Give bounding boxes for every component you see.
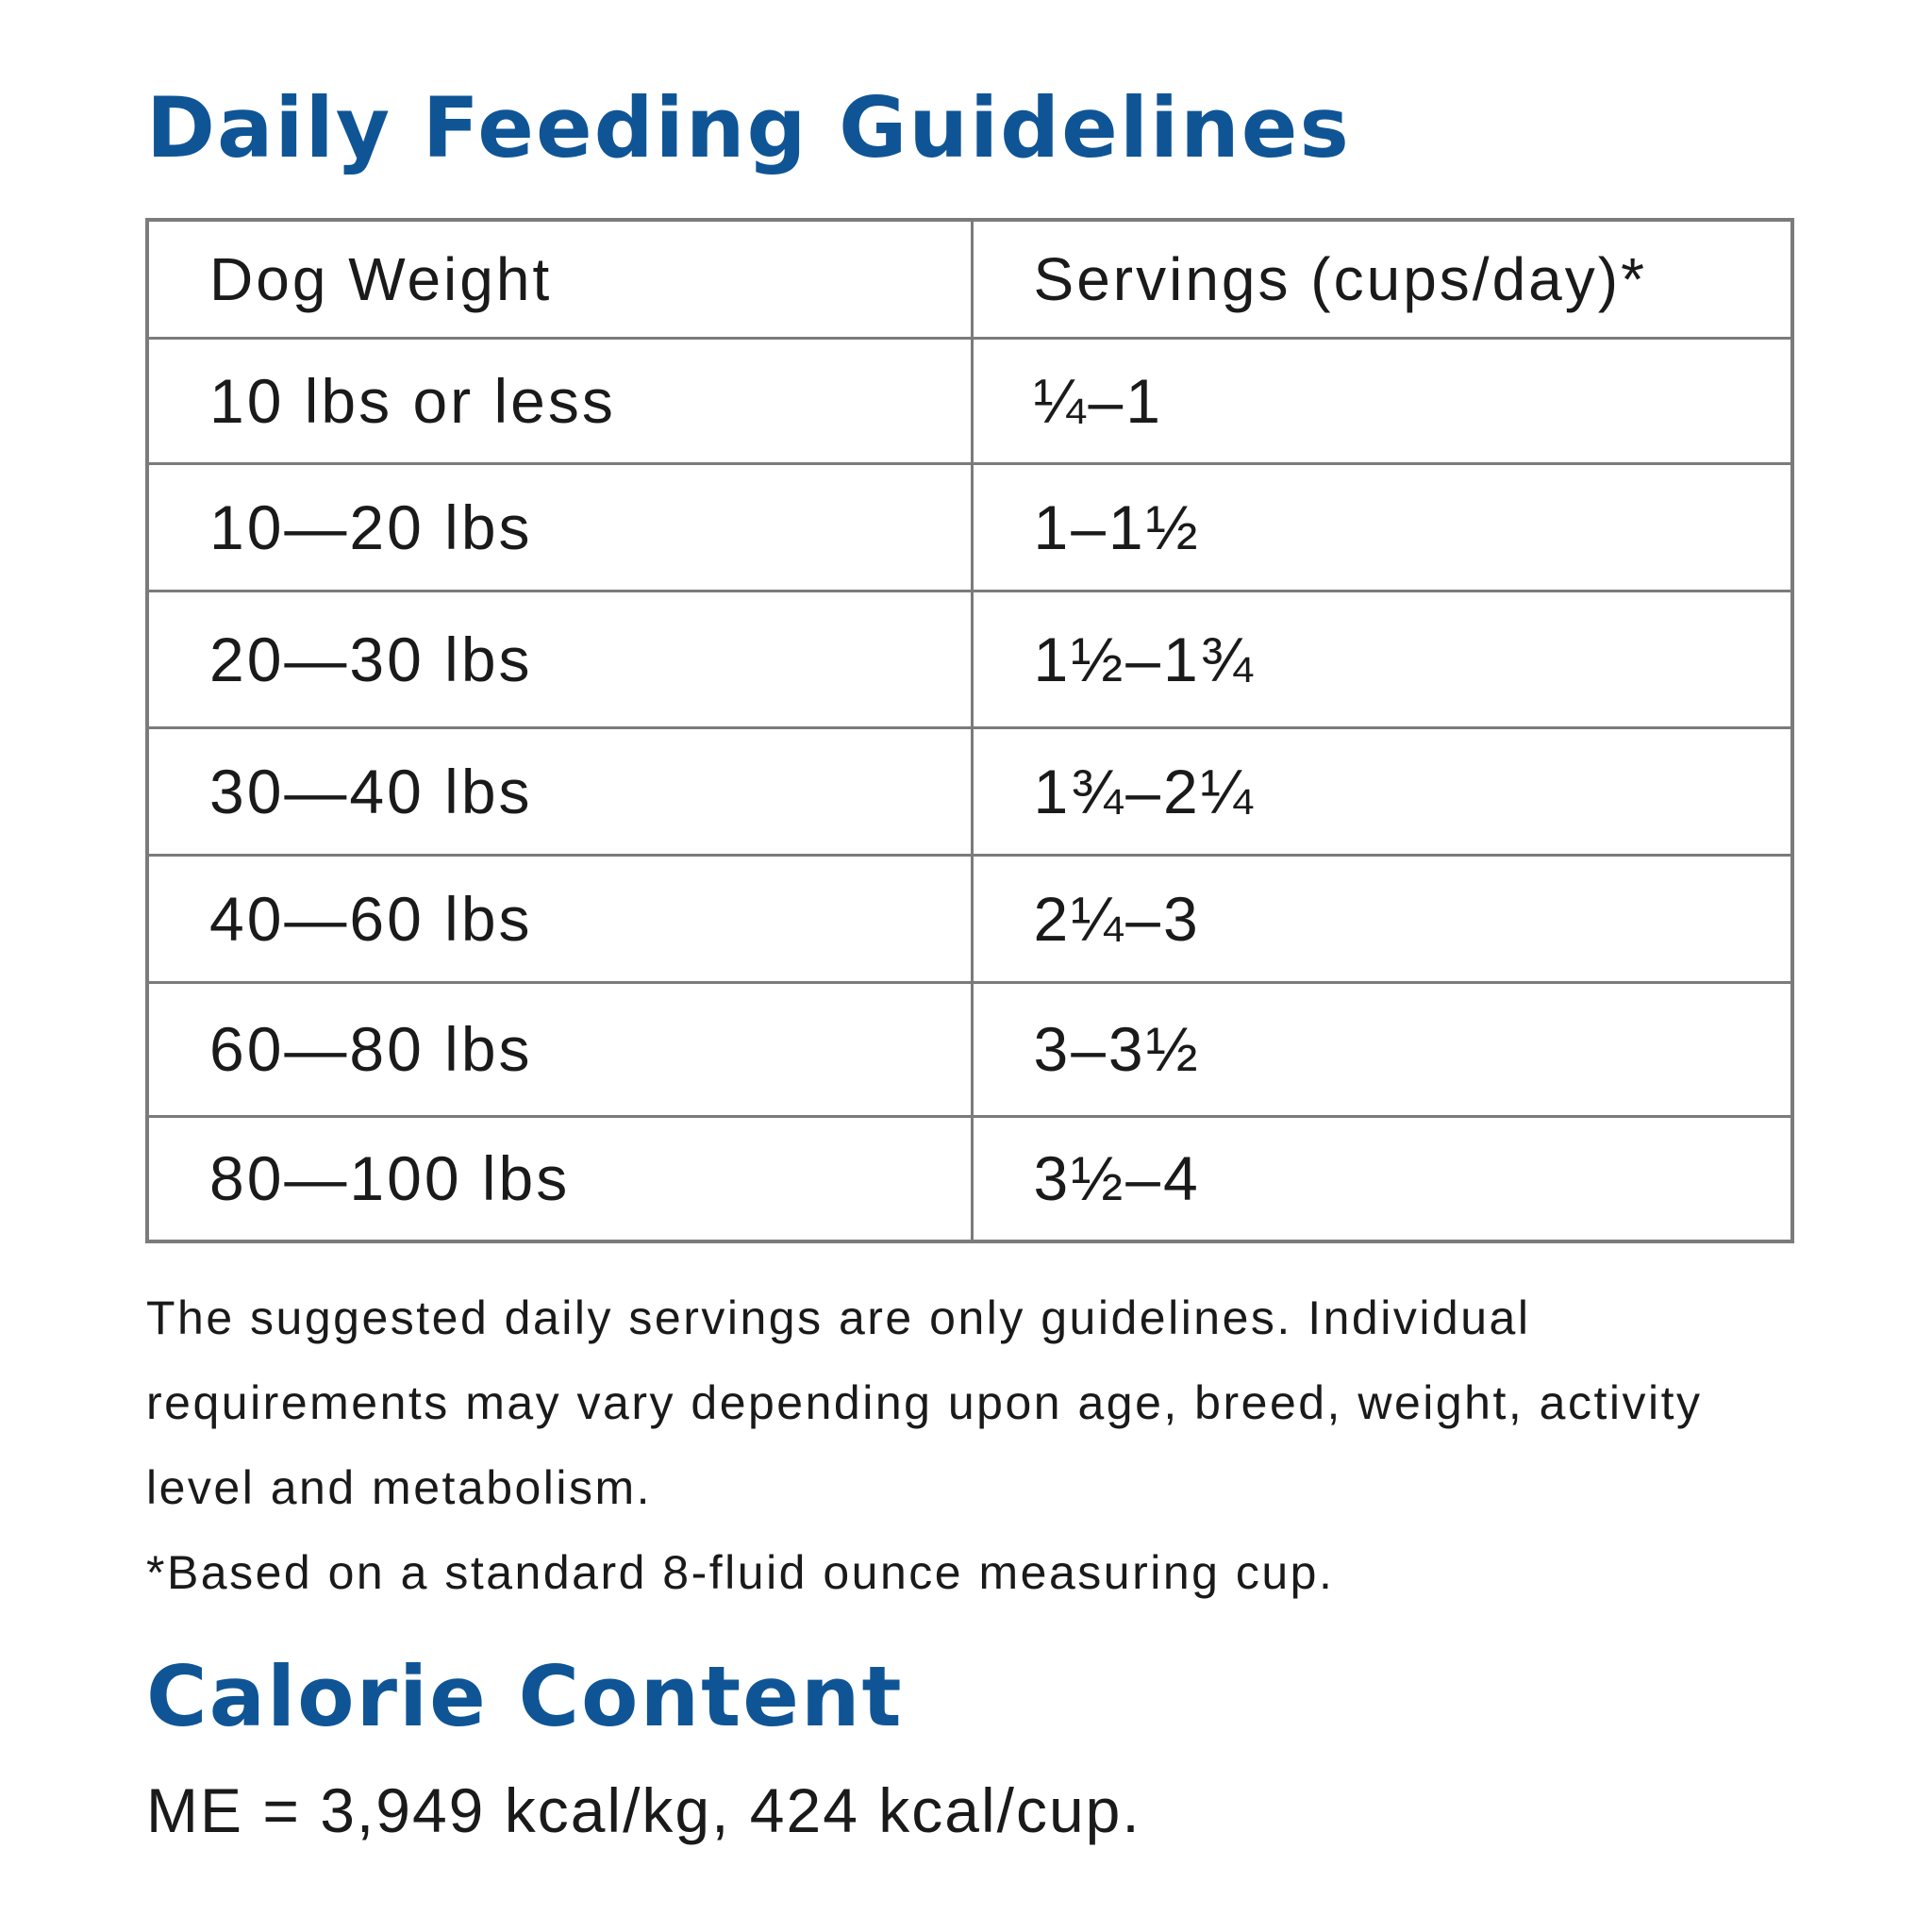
weight-cell: 80—100 lbs <box>147 1114 974 1243</box>
table-row: 10—20 lbs 1–1½ <box>147 461 1792 592</box>
table-row: 80—100 lbs 3½–4 <box>147 1114 1792 1243</box>
table-row: 10 lbs or less ¼–1 <box>147 336 1792 465</box>
servings-cell: 3½–4 <box>972 1114 1792 1243</box>
weight-cell: 20—30 lbs <box>147 589 974 729</box>
servings-cell: 1½–1¾ <box>972 589 1792 729</box>
weight-cell: 30—40 lbs <box>147 725 974 857</box>
table-row: 20—30 lbs 1½–1¾ <box>147 589 1792 729</box>
calorie-content-title: Calorie Content <box>146 1648 904 1745</box>
servings-cell: 1–1½ <box>972 461 1792 592</box>
table-header-row: Dog Weight Servings (cups/day)* <box>147 218 1792 340</box>
weight-cell: 10—20 lbs <box>147 461 974 592</box>
table-row: 30—40 lbs 1¾–2¼ <box>147 725 1792 857</box>
weight-cell: 60—80 lbs <box>147 980 974 1118</box>
guideline-note: The suggested daily servings are only gu… <box>146 1291 1703 1514</box>
feeding-guidelines-title: Daily Feeding Guidelines <box>146 79 1351 176</box>
weight-cell: 10 lbs or less <box>147 336 974 465</box>
calorie-content-text: ME = 3,949 kcal/kg, 424 kcal/cup. <box>146 1775 1141 1845</box>
table-row: 60—80 lbs 3–3½ <box>147 980 1792 1118</box>
weight-cell: 40—60 lbs <box>147 853 974 984</box>
servings-cell: ¼–1 <box>972 336 1792 465</box>
header-dog-weight: Dog Weight <box>147 218 974 340</box>
header-servings: Servings (cups/day)* <box>972 218 1792 340</box>
servings-cell: 1¾–2¼ <box>972 725 1792 857</box>
servings-cell: 2¼–3 <box>972 853 1792 984</box>
table-row: 40—60 lbs 2¼–3 <box>147 853 1792 984</box>
cup-footnote: *Based on a standard 8-fluid ounce measu… <box>146 1546 1335 1599</box>
feeding-table: Dog Weight Servings (cups/day)* 10 lbs o… <box>145 218 1794 1243</box>
feeding-notes: The suggested daily servings are only gu… <box>146 1275 1807 1615</box>
servings-cell: 3–3½ <box>972 980 1792 1118</box>
